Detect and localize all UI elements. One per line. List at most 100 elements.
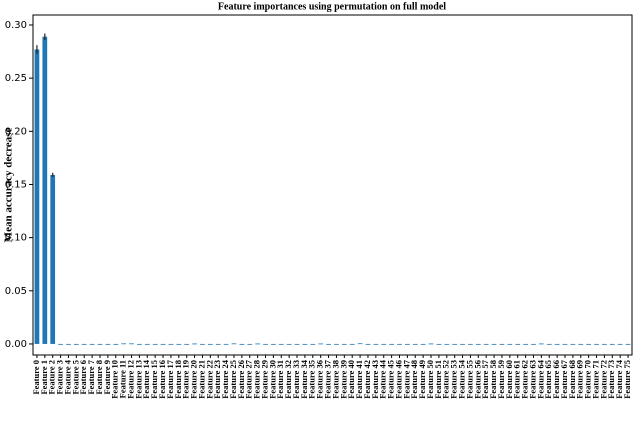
x-tick-label: Feature 53	[449, 360, 459, 399]
bar	[66, 343, 71, 345]
x-tick-label: Feature 18	[173, 360, 183, 399]
bar	[452, 343, 458, 345]
bar	[255, 343, 260, 345]
bar	[73, 343, 79, 345]
bar	[515, 343, 521, 345]
x-tick-label: Feature 29	[259, 360, 269, 399]
x-tick-label: Feature 43	[370, 360, 380, 399]
x-tick-label: Feature 48	[409, 360, 419, 399]
bar	[531, 343, 536, 345]
bar	[89, 343, 95, 345]
bar	[121, 343, 127, 345]
x-tick-label: Feature 34	[299, 359, 309, 399]
y-tick-label: 0.25	[5, 73, 27, 84]
bar	[200, 343, 205, 345]
x-tick-label: Feature 23	[212, 360, 222, 399]
x-tick-label: Feature 36	[315, 360, 325, 399]
bar	[594, 343, 599, 345]
bar	[586, 343, 592, 345]
x-tick-label: Feature 69	[575, 360, 585, 399]
bar	[215, 343, 221, 345]
bar	[468, 343, 473, 345]
x-tick-label: Feature 50	[425, 360, 435, 399]
x-tick-label: Feature 12	[125, 360, 135, 399]
bar	[389, 343, 394, 345]
bar	[152, 343, 158, 345]
bar	[602, 343, 607, 345]
x-tick-label: Feature 19	[181, 360, 191, 399]
x-tick-label: Feature 52	[441, 360, 451, 399]
x-tick-label: Feature 10	[110, 360, 120, 399]
bar	[436, 343, 442, 345]
bar	[97, 343, 103, 345]
bar	[34, 49, 40, 344]
bar	[341, 343, 347, 345]
x-tick-label: Feature 24	[220, 359, 230, 399]
bar	[144, 343, 150, 345]
y-tick-label: 0.05	[5, 286, 27, 297]
bar	[302, 343, 308, 345]
x-tick-label: Feature 20	[189, 360, 199, 399]
x-tick-label: Feature 73	[606, 360, 616, 399]
x-tick-label: Feature 26	[236, 360, 246, 399]
x-tick-label: Feature 54	[456, 359, 466, 399]
x-tick-label: Feature 1	[39, 360, 49, 395]
x-tick-label: Feature 68	[567, 360, 577, 399]
bar	[349, 343, 355, 345]
x-tick-label: Feature 6	[78, 360, 88, 395]
x-tick-label: Feature 13	[133, 360, 143, 399]
x-tick-label: Feature 15	[149, 360, 159, 399]
x-tick-label: Feature 64	[535, 359, 545, 399]
bar	[373, 343, 379, 345]
x-tick-label: Feature 47	[401, 359, 411, 399]
bar	[294, 343, 300, 345]
bar	[223, 343, 229, 345]
bar	[546, 343, 552, 345]
bar	[160, 343, 166, 345]
bar	[570, 343, 576, 345]
x-tick-label: Feature 3	[55, 360, 65, 395]
bar	[617, 343, 623, 345]
bar	[176, 343, 182, 345]
x-tick-label: Feature 37	[323, 359, 333, 399]
bar	[499, 343, 505, 345]
bar	[405, 343, 410, 345]
y-axis-label: Mean accuracy decrease	[3, 128, 15, 243]
bar	[365, 343, 371, 345]
bar	[578, 343, 584, 345]
bar	[609, 343, 615, 345]
x-tick-label: Feature 0	[31, 360, 41, 395]
x-tick-label: Feature 8	[94, 360, 104, 395]
bar	[562, 343, 568, 345]
chart-title: Feature importances using permutation on…	[218, 1, 446, 12]
x-tick-label: Feature 7	[86, 359, 96, 394]
bar	[310, 343, 316, 345]
bar	[507, 343, 513, 345]
x-tick-label: Feature 31	[275, 360, 285, 399]
x-tick-label: Feature 72	[598, 360, 608, 399]
bar	[381, 343, 387, 345]
bar	[397, 343, 402, 345]
bar	[318, 343, 324, 345]
x-tick-label: Feature 58	[488, 360, 498, 399]
bar	[420, 343, 426, 345]
x-tick-label: Feature 2	[47, 360, 57, 395]
bar	[554, 343, 560, 345]
bar	[286, 343, 292, 345]
x-tick-label: Feature 60	[504, 360, 514, 399]
x-tick-label: Feature 44	[378, 359, 388, 399]
x-tick-label: Feature 40	[346, 360, 356, 399]
bar	[271, 343, 276, 345]
x-tick-label: Feature 38	[330, 360, 340, 399]
x-tick-label: Feature 51	[433, 360, 443, 399]
x-tick-label: Feature 62	[520, 360, 530, 399]
x-tick-label: Feature 5	[70, 360, 80, 395]
bar	[137, 343, 142, 345]
x-tick-label: Feature 4	[62, 359, 72, 394]
bar	[247, 343, 253, 345]
x-tick-label: Feature 65	[543, 360, 553, 399]
plot-frame	[32, 14, 633, 356]
x-tick-label: Feature 25	[228, 360, 238, 399]
x-tick-label: Feature 45	[386, 360, 396, 399]
x-tick-label: Feature 11	[118, 360, 128, 398]
